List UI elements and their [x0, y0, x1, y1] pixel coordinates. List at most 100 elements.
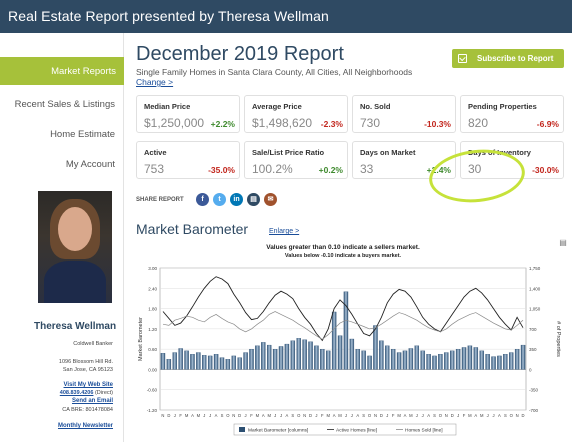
x-tick-label: N	[161, 413, 164, 418]
barometer-bar	[284, 343, 290, 370]
x-tick-label: N	[232, 413, 235, 418]
x-tick-label: A	[404, 413, 407, 418]
barometer-bar	[314, 345, 319, 370]
barometer-bar	[255, 345, 260, 370]
barometer-bar	[343, 291, 349, 370]
x-tick-label: S	[433, 413, 436, 418]
agent-photo	[38, 191, 112, 303]
barometer-bar	[402, 350, 408, 370]
y2-tick-label: -700	[529, 408, 539, 413]
x-tick-label: M	[480, 413, 484, 418]
x-tick-label: J	[280, 413, 282, 418]
stat-label: Average Price	[252, 102, 302, 111]
barometer-bar	[290, 340, 296, 370]
y2-tick-label: 350	[529, 347, 537, 352]
x-tick-label: J	[416, 413, 418, 418]
stat-card-days-of-inventory: Days of Inventory 30 -30.0%	[460, 141, 564, 179]
barometer-bar	[373, 325, 378, 370]
x-tick-label: J	[492, 413, 494, 418]
y-tick-label: 1.80	[148, 307, 157, 312]
market-barometer-chart: Values greater than 0.10 indicate a sell…	[134, 238, 572, 442]
sidebar-item-home-estimate[interactable]: Home Estimate	[50, 129, 115, 140]
y2-tick-label: 0	[529, 367, 532, 372]
barometer-bar	[444, 352, 449, 370]
stat-change: -30.0%	[532, 165, 559, 175]
barometer-bar	[231, 355, 237, 370]
x-tick-label: A	[427, 413, 430, 418]
enlarge-link[interactable]: Enlarge >	[269, 228, 300, 235]
linkedin-icon[interactable]: in	[230, 193, 243, 206]
barometer-bar	[361, 350, 366, 370]
x-tick-label: D	[380, 413, 383, 418]
x-tick-label: A	[286, 413, 289, 418]
barometer-bar	[367, 355, 372, 370]
x-tick-label: M	[338, 413, 342, 418]
barometer-bar	[261, 342, 266, 370]
x-tick-label: F	[463, 413, 466, 418]
barometer-bar	[390, 348, 396, 370]
x-tick-label: A	[356, 413, 359, 418]
barometer-bar	[219, 357, 225, 370]
agent-phone-suffix: (Direct)	[94, 390, 113, 396]
x-tick-label: N	[374, 413, 377, 418]
barometer-bar	[178, 348, 183, 370]
print-icon[interactable]: ▤	[247, 193, 260, 206]
barometer-bar	[520, 344, 526, 370]
legend-swatch-bars	[239, 427, 245, 432]
stat-label: Days of Inventory	[468, 148, 531, 157]
x-tick-label: J	[274, 413, 276, 418]
barometer-bar	[479, 350, 484, 370]
email-icon[interactable]: ✉	[264, 193, 277, 206]
change-filter-link[interactable]: Change >	[136, 77, 174, 87]
x-tick-label: J	[386, 413, 388, 418]
stat-value: 753	[144, 162, 165, 176]
chart-legend	[233, 423, 457, 436]
stat-change: -35.0%	[208, 165, 235, 175]
subscribe-button[interactable]: Subscribe to Report	[452, 49, 564, 68]
x-tick-label: O	[510, 413, 514, 418]
barometer-bar	[473, 347, 479, 370]
stat-value: 730	[360, 116, 381, 130]
share-label: SHARE REPORT	[136, 197, 184, 203]
x-tick-label: J	[209, 413, 211, 418]
stat-card-sale-list-ratio: Sale/List Price Ratio 100.2% +0.2%	[244, 141, 348, 179]
y2-tick-label: 1,750	[529, 266, 541, 271]
agent-company: Coldwell Banker	[73, 341, 113, 347]
x-tick-label: D	[238, 413, 241, 418]
x-tick-label: M	[397, 413, 401, 418]
sidebar-item-label: Market Reports	[51, 66, 116, 77]
sidebar-item-recent-sales[interactable]: Recent Sales & Listings	[14, 99, 115, 110]
legend-item: Market Barometer [columns]	[248, 428, 308, 434]
sidebar-item-my-account[interactable]: My Account	[65, 159, 115, 170]
agent-phone-link[interactable]: 408.839.4206	[59, 390, 94, 396]
chart-title: Values greater than 0.10 indicate a sell…	[266, 244, 420, 251]
twitter-icon[interactable]: t	[213, 193, 226, 206]
agent-newsletter-link[interactable]: Monthly Newsletter	[57, 423, 113, 429]
stat-card-days-on-market: Days on Market 33 +2.4%	[352, 141, 456, 179]
stat-value: $1,250,000	[144, 116, 205, 130]
facebook-icon[interactable]: f	[196, 193, 209, 206]
x-tick-label: O	[368, 413, 372, 418]
barometer-bar	[455, 348, 461, 370]
agent-email-link[interactable]: Send an Email	[71, 398, 113, 404]
barometer-bar	[514, 348, 520, 370]
barometer-bar	[355, 348, 360, 370]
barometer-bar	[414, 345, 420, 370]
barometer-bar	[296, 338, 301, 370]
sidebar-item-market-reports[interactable]: Market Reports	[0, 57, 124, 85]
y-tick-label: -1.20	[147, 408, 158, 413]
barometer-bar	[213, 354, 219, 370]
barometer-bar	[349, 338, 355, 370]
agent-website-link[interactable]: Visit My Web Site	[63, 382, 113, 388]
stat-label: Median Price	[144, 102, 191, 111]
sidebar: Market Reports Recent Sales & Listings H…	[0, 33, 124, 442]
x-tick-label: D	[522, 413, 525, 418]
barometer-bar	[408, 348, 414, 370]
barometer-bar	[166, 359, 172, 370]
x-tick-label: S	[504, 413, 507, 418]
x-tick-label: J	[345, 413, 347, 418]
agent-address-line2: San Jose, CA 95123	[62, 367, 113, 373]
stat-change: -10.3%	[424, 119, 451, 129]
checkbox-icon	[458, 54, 467, 63]
x-tick-label: M	[197, 413, 201, 418]
